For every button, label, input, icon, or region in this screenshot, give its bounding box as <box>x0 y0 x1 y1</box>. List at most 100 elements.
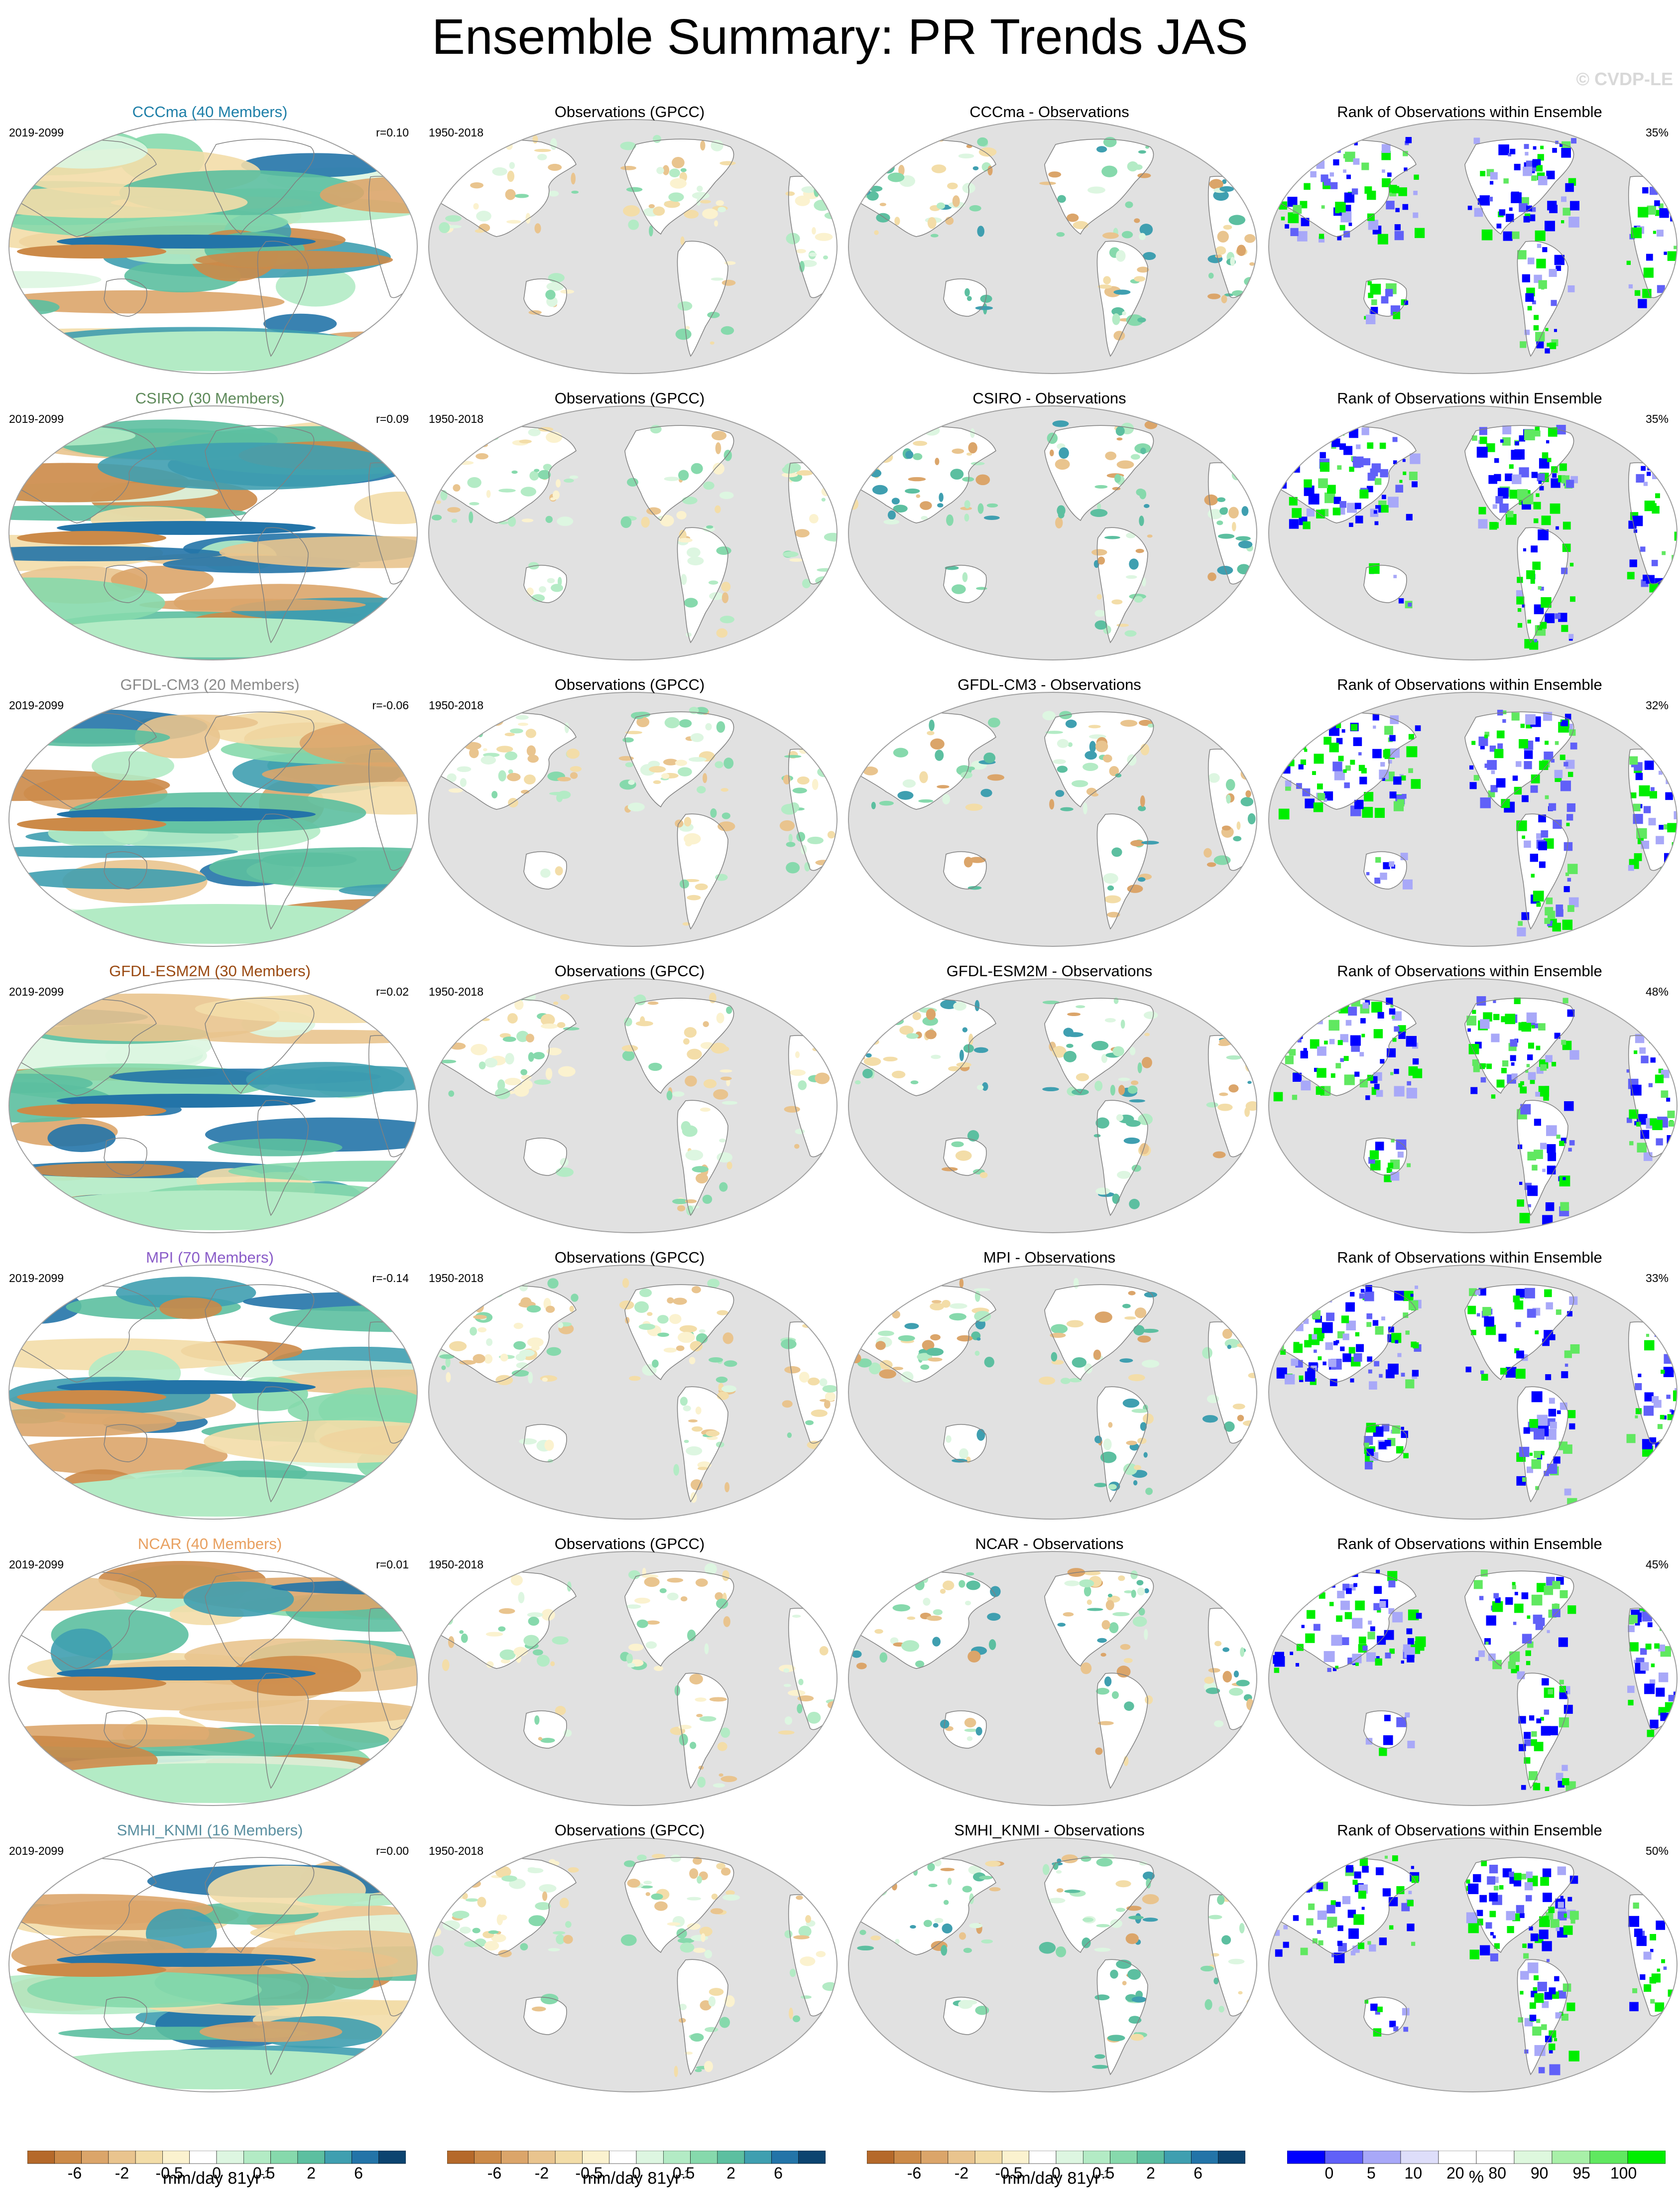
rank-cell <box>1469 765 1474 770</box>
rank-cell <box>1668 1121 1675 1127</box>
rank-cell <box>1538 814 1546 823</box>
trend-region <box>1101 1054 1108 1063</box>
rank-cell <box>1364 2000 1369 2004</box>
trend-region <box>516 1654 521 1663</box>
rank-cell <box>1558 1990 1566 1999</box>
trend-region <box>1126 575 1137 579</box>
trend-region <box>797 1703 803 1714</box>
rank-cell <box>1524 840 1531 848</box>
rank-cell <box>1516 590 1523 597</box>
trend-region <box>976 1428 985 1441</box>
rank-cell <box>1653 231 1656 234</box>
trend-region <box>720 1776 737 1782</box>
rank-cell <box>1480 1077 1486 1083</box>
trend-region <box>514 1085 529 1097</box>
rank-cell <box>1371 299 1377 305</box>
rank-cell <box>1304 1340 1312 1348</box>
rank-cell <box>1329 1602 1334 1606</box>
map-border <box>8 119 418 374</box>
rank-cell <box>1343 153 1348 159</box>
rank-cell <box>1308 1289 1313 1294</box>
rank-cell <box>1656 1138 1663 1146</box>
trend-region <box>964 288 970 297</box>
rank-cell <box>1287 197 1298 207</box>
trend-region <box>1208 272 1214 279</box>
coastline <box>1044 711 1154 808</box>
trend-region <box>429 444 441 454</box>
trend-region <box>792 787 807 793</box>
trend-region <box>1127 885 1143 893</box>
trend-region <box>454 1022 462 1029</box>
rank-cell <box>1389 1925 1394 1930</box>
trend-region <box>505 1053 514 1065</box>
rank-cell <box>1528 1204 1531 1207</box>
rank-cell <box>1528 1943 1533 1949</box>
trend-region <box>1239 1923 1245 1933</box>
rank-cell <box>1568 634 1574 639</box>
trend-region <box>678 767 692 776</box>
rank-cell <box>1633 1902 1639 1909</box>
rank-cell <box>1415 1286 1418 1289</box>
rank-cell <box>1400 853 1408 861</box>
trend-region <box>664 717 680 729</box>
trend-region <box>1235 536 1251 541</box>
model-title: NCAR (40 Members) <box>137 1535 282 1552</box>
trend-region <box>534 1715 540 1725</box>
trend-region <box>922 1016 939 1026</box>
rank-cell <box>1489 1864 1498 1874</box>
trend-region <box>792 1614 801 1618</box>
rank-cell <box>1343 1056 1349 1061</box>
rank-cell <box>1345 1302 1355 1312</box>
trend-region <box>1127 1085 1138 1094</box>
rank-cell <box>1492 1660 1502 1670</box>
rank-cell <box>1526 1661 1531 1666</box>
rank-cell <box>1353 158 1360 165</box>
rank-cell <box>1338 1283 1344 1289</box>
trend-region <box>621 1045 638 1052</box>
rank-cell <box>1293 205 1302 214</box>
trend-region <box>551 584 564 592</box>
trend-region <box>895 1938 900 1944</box>
trend-region <box>798 1080 807 1090</box>
trend-region <box>703 481 715 490</box>
rank-cell <box>1523 548 1527 552</box>
trend-region <box>465 1898 479 1902</box>
trend-region <box>706 1430 720 1437</box>
world-map <box>428 405 838 660</box>
trend-region <box>721 1101 738 1105</box>
rank-cell <box>1538 1086 1550 1097</box>
rank-cell <box>1536 1045 1541 1050</box>
trend-region <box>439 1354 455 1359</box>
trend-region <box>1147 534 1153 538</box>
trend-region <box>504 751 518 761</box>
rank-cell <box>1531 874 1535 878</box>
panel-obs-6: Observations (GPCC) 1950-2018 <box>420 1534 840 1820</box>
colorbar-tick-label: -2 <box>115 2164 129 2182</box>
rank-cell <box>1330 182 1338 189</box>
rank-cell <box>1629 1109 1639 1119</box>
trend-region <box>634 1597 650 1604</box>
rank-cell <box>1520 1104 1531 1115</box>
obs-title: Observations (GPCC) <box>554 389 705 407</box>
rank-cell <box>1342 1333 1349 1340</box>
rank-cell <box>1561 1039 1566 1045</box>
rank-cell <box>1671 1634 1675 1639</box>
trend-region <box>1094 610 1105 617</box>
rank-cell <box>1520 1086 1527 1094</box>
trend-region <box>1118 1077 1130 1081</box>
trend-region <box>528 1915 546 1927</box>
coastline <box>1271 998 1417 1096</box>
rank-cell <box>1291 1358 1299 1366</box>
rank-cell <box>1293 746 1298 751</box>
trend-region <box>1055 459 1070 470</box>
trend-region <box>546 1047 562 1055</box>
trend-region <box>27 2050 405 2089</box>
trend-region <box>619 1300 634 1310</box>
rank-cell <box>1308 494 1320 505</box>
coastline <box>677 813 728 930</box>
rank-cell <box>1411 1941 1416 1946</box>
rank-cell <box>1505 1014 1516 1025</box>
rank-cell <box>1494 1943 1500 1949</box>
rank-cell <box>1375 857 1381 863</box>
trend-region <box>1104 1676 1112 1687</box>
